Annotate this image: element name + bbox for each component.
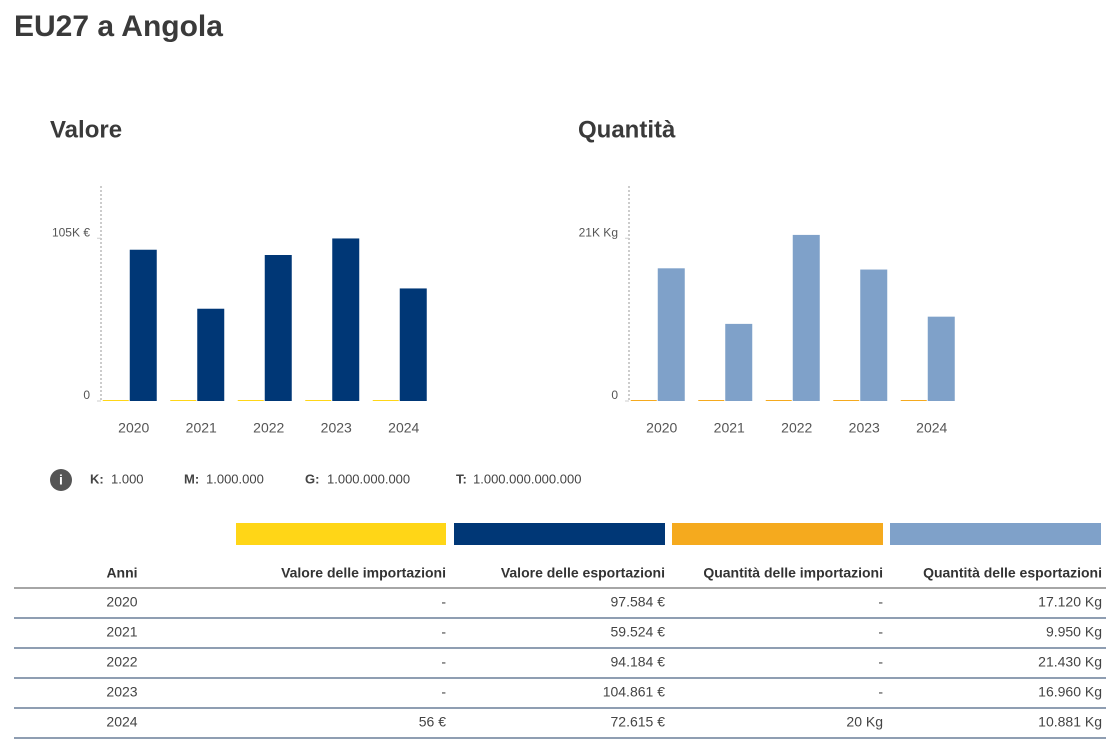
unit-key: G: (305, 471, 319, 486)
table-cell: 94.184 € (611, 654, 666, 670)
bar (305, 400, 332, 401)
y-tick-label: 0 (611, 388, 618, 402)
bar (129, 249, 157, 401)
table-cell: 104.861 € (603, 684, 665, 700)
table-cell: 2021 (106, 624, 137, 640)
legend-swatch (890, 523, 1101, 545)
table-cell: 16.960 Kg (1038, 684, 1102, 700)
bar (102, 400, 129, 401)
info-icon (50, 469, 72, 491)
unit-value: 1.000.000.000.000 (473, 471, 581, 486)
bar (833, 400, 860, 401)
table-cell: 21.430 Kg (1038, 654, 1102, 670)
x-tick-label: 2024 (916, 420, 947, 436)
table-cell: 2024 (106, 714, 137, 730)
x-tick-label: 2023 (321, 420, 352, 436)
table-cell: - (878, 654, 883, 670)
x-tick-label: 2023 (849, 420, 880, 436)
table-cell: - (441, 594, 446, 610)
unit-value: 1.000.000.000 (327, 471, 410, 486)
bar (264, 255, 292, 401)
y-tick-label: 0 (83, 388, 90, 402)
bar (698, 400, 725, 401)
bar (170, 400, 197, 401)
table-cell: - (441, 654, 446, 670)
table-cell: 17.120 Kg (1038, 594, 1102, 610)
x-tick-label: 2024 (388, 420, 419, 436)
x-tick-label: 2021 (714, 420, 745, 436)
bar (332, 238, 360, 401)
x-tick-label: 2020 (118, 420, 149, 436)
table-cell: 9.950 Kg (1046, 624, 1102, 640)
bar (630, 400, 657, 401)
legend-swatch (454, 523, 665, 545)
x-tick-label: 2022 (781, 420, 812, 436)
table-cell: 2020 (106, 594, 137, 610)
bar (197, 308, 225, 401)
table-cell: - (441, 624, 446, 640)
table-cell: 72.615 € (611, 714, 666, 730)
chart-title: Valore (50, 116, 122, 143)
bar (372, 400, 399, 401)
table-header: Quantità delle esportazioni (923, 565, 1102, 581)
x-tick-label: 2020 (646, 420, 677, 436)
table-cell: - (878, 624, 883, 640)
table-cell: 10.881 Kg (1038, 714, 1102, 730)
table-header: Anni (106, 565, 137, 581)
bar (860, 269, 888, 401)
info-icon-glyph: i (59, 472, 63, 488)
bar (725, 323, 753, 401)
table-cell: 2022 (106, 654, 137, 670)
bar (237, 400, 264, 401)
legend-swatch (672, 523, 883, 545)
unit-key: K: (90, 471, 104, 486)
table-cell: 2023 (106, 684, 137, 700)
unit-value: 1.000 (111, 471, 144, 486)
bar (765, 400, 792, 401)
table-cell: 56 € (419, 714, 446, 730)
unit-key: T: (456, 471, 467, 486)
x-tick-label: 2021 (186, 420, 217, 436)
y-tick-label: 105K € (52, 225, 90, 239)
table-header: Valore delle esportazioni (501, 565, 665, 581)
unit-key: M: (184, 471, 199, 486)
table-cell: 59.524 € (611, 624, 666, 640)
chart-title: Quantità (578, 116, 676, 143)
table-header: Quantità delle importazioni (703, 565, 883, 581)
bar (792, 234, 820, 401)
y-tick-label: 21K Kg (579, 225, 618, 239)
table-cell: 97.584 € (611, 594, 666, 610)
bar (927, 316, 955, 401)
bar (399, 288, 427, 401)
legend-swatch (236, 523, 446, 545)
table-cell: - (878, 684, 883, 700)
bar (657, 268, 685, 401)
page-title: EU27 a Angola (14, 10, 223, 43)
unit-value: 1.000.000 (206, 471, 264, 486)
table-cell: - (441, 684, 446, 700)
table-cell: - (878, 594, 883, 610)
bar (900, 400, 927, 401)
x-tick-label: 2022 (253, 420, 284, 436)
table-cell: 20 Kg (846, 714, 883, 730)
table-header: Valore delle importazioni (281, 565, 446, 581)
